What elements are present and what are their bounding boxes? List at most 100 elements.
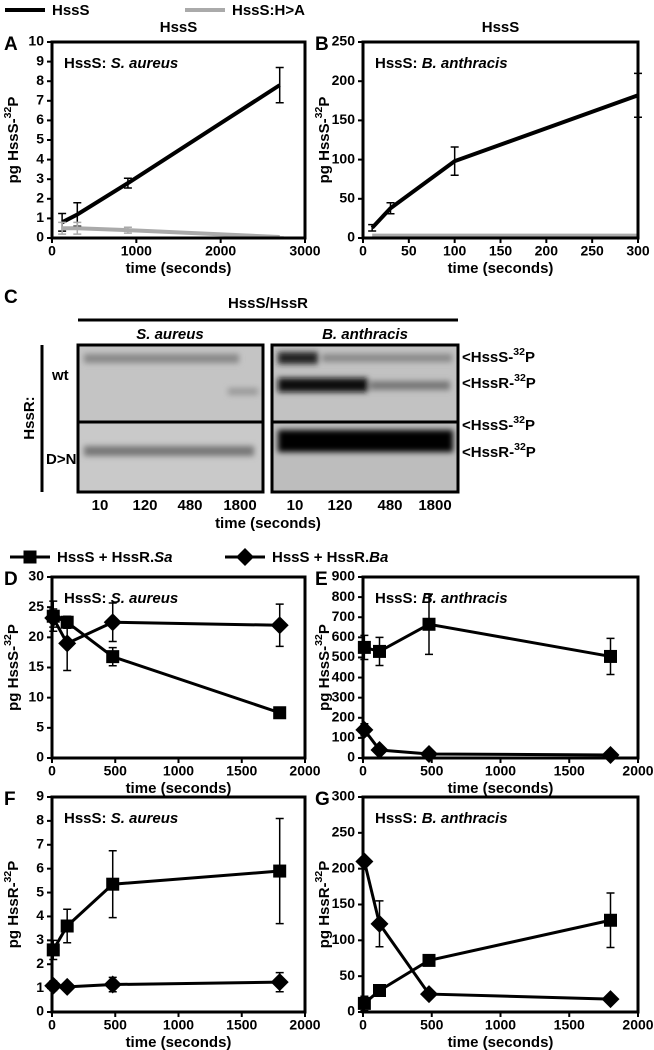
y-tick-label: 15	[28, 658, 44, 674]
panel-label: A	[4, 34, 18, 55]
series-line	[51, 617, 280, 646]
panel-label: G	[315, 789, 330, 810]
annotation: HssS: S. aureus	[64, 590, 178, 607]
legend-swatch	[23, 550, 37, 564]
lane-label: 10	[287, 497, 304, 514]
y-tick-label: 250	[332, 824, 356, 840]
y-tick-label: 0	[347, 749, 355, 765]
y-tick-label: 2	[36, 955, 44, 971]
annotation: HssS: B. anthracis	[375, 590, 508, 607]
y-tick-label: 0	[36, 229, 44, 245]
annotation: HssS: S. aureus	[64, 810, 178, 827]
panel-label: B	[315, 34, 329, 55]
y-tick-label: 600	[332, 628, 356, 644]
y-tick-label: 200	[332, 859, 356, 875]
x-tick-label: 250	[580, 243, 604, 259]
gel-labels: C HssS/HssR S. aureus B. anthracis HssR:…	[4, 287, 536, 532]
marker	[601, 745, 620, 764]
lane-label: 480	[377, 497, 402, 514]
y-axis-label: pg HssS-32P	[313, 97, 333, 184]
band-label: <HssR-32P	[462, 441, 536, 461]
y-tick-label: 500	[332, 648, 356, 664]
panel-label: C	[4, 287, 18, 308]
series-line	[51, 869, 280, 951]
series-line	[53, 980, 280, 989]
y-tick-label: 200	[332, 72, 356, 88]
error-bar	[73, 221, 82, 235]
plot-frame	[361, 795, 640, 1014]
x-tick-label: 150	[489, 243, 513, 259]
y-tick-label: 6	[36, 111, 44, 127]
y-axis-label: pg HssR-32P	[313, 861, 333, 949]
legend-label: HssS:H>A	[232, 2, 305, 19]
x-tick-label: 0	[359, 1017, 367, 1033]
gel-header: HssS/HssR	[228, 295, 308, 312]
y-axis-label: pg HssS-32P	[2, 624, 22, 711]
y-axis-label: pg HssS-32P	[313, 624, 333, 711]
y-tick-label: 9	[36, 788, 44, 804]
strain-label: B. anthracis	[322, 326, 408, 343]
x-tick-label: 50	[401, 243, 417, 259]
band-label: <HssS-32P	[462, 414, 535, 434]
y-tick-label: 100	[332, 729, 356, 745]
marker	[270, 973, 289, 992]
y-axis-label: pg HssS-32P	[2, 97, 22, 184]
error-bar	[58, 221, 67, 235]
series-line	[62, 226, 280, 240]
marker	[422, 617, 436, 631]
plot-frame	[50, 575, 307, 760]
x-tick-label: 2000	[205, 243, 236, 259]
x-tick-label: 1500	[226, 1017, 257, 1033]
marker	[103, 613, 122, 632]
marker	[370, 740, 389, 759]
y-tick-label: 20	[28, 628, 44, 644]
x-axis-label: time (seconds)	[448, 1034, 554, 1050]
marker	[420, 744, 438, 763]
y-tick-label: 100	[332, 150, 356, 166]
y-tick-label: 7	[36, 835, 44, 851]
lane-label: 1800	[418, 497, 451, 514]
marker	[273, 864, 287, 878]
y-tick-label: 900	[332, 568, 356, 584]
x-tick-label: 200	[535, 243, 559, 259]
x-tick-label: 1000	[121, 243, 152, 259]
lane-label: 1800	[223, 497, 256, 514]
legend-swatch	[236, 548, 254, 566]
series-line	[363, 728, 611, 757]
x-tick-label: 300	[626, 243, 650, 259]
band-label: <HssR-32P	[462, 372, 536, 392]
error-bar	[123, 226, 132, 234]
y-tick-label: 2	[36, 190, 44, 206]
plot-frame	[50, 40, 307, 240]
marker	[604, 649, 617, 663]
series-line	[363, 918, 611, 1005]
legend-label: HssS + HssR.Sa	[57, 549, 173, 566]
x-tick-label: 1500	[226, 763, 257, 779]
x-tick-label: 0	[48, 1017, 56, 1033]
x-tick-label: 2000	[289, 1017, 320, 1033]
band-label: <HssS-32P	[462, 346, 535, 366]
annotation: HssS: B. anthracis	[375, 55, 508, 72]
y-tick-label: 30	[28, 568, 44, 584]
annotation: HssS: B. anthracis	[375, 810, 508, 827]
marker	[422, 953, 436, 967]
series-line	[52, 614, 281, 715]
y-tick-label: 0	[347, 1003, 355, 1019]
y-tick-label: 300	[332, 688, 356, 704]
marker	[273, 706, 287, 720]
row-label: D>N	[46, 451, 76, 468]
plot-frame	[361, 575, 640, 760]
error-bar	[386, 201, 395, 215]
marker	[106, 650, 120, 664]
x-tick-label: 2000	[289, 763, 320, 779]
y-tick-label: 150	[332, 111, 356, 127]
marker	[604, 913, 617, 927]
row-title: HssR:	[21, 396, 38, 439]
y-tick-label: 1	[36, 979, 44, 995]
y-tick-label: 0	[347, 229, 355, 245]
y-tick-label: 5	[36, 883, 44, 899]
y-tick-label: 8	[36, 812, 44, 828]
y-tick-label: 250	[332, 33, 356, 49]
y-tick-label: 50	[339, 190, 355, 206]
chart-title: HssS	[482, 19, 520, 36]
